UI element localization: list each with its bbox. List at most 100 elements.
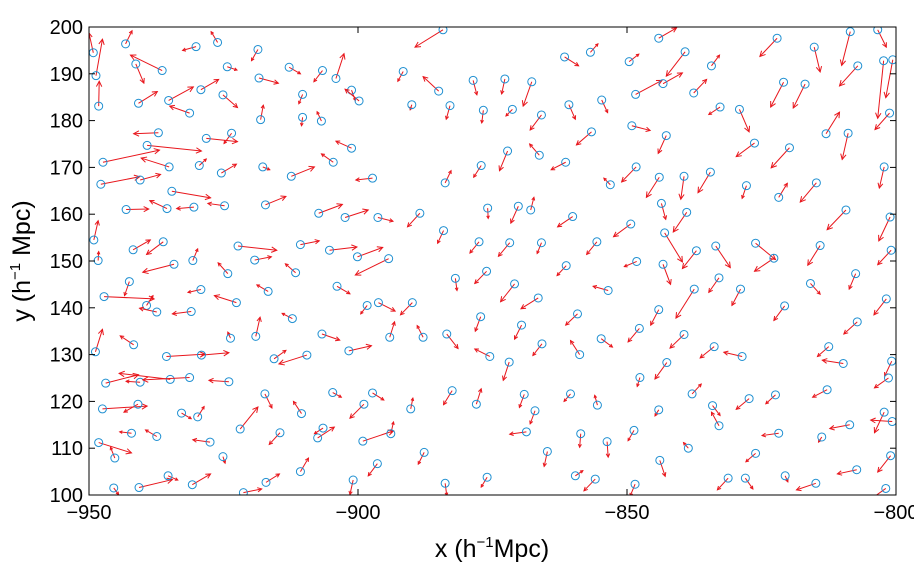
velocity-point xyxy=(689,78,708,98)
velocity-arrow xyxy=(603,177,611,186)
velocity-arrowhead xyxy=(346,290,351,295)
velocity-arrowhead xyxy=(498,165,504,172)
velocity-arrow xyxy=(884,360,893,377)
velocity-arrowhead xyxy=(397,78,401,83)
velocity-point xyxy=(826,205,851,231)
velocity-arrow xyxy=(316,111,322,122)
velocity-arrow xyxy=(410,398,414,409)
velocity-point xyxy=(569,339,585,360)
halo-marker xyxy=(225,333,235,343)
halo-marker xyxy=(233,241,243,251)
halo-marker xyxy=(185,108,195,118)
velocity-arrow xyxy=(601,99,609,113)
velocity-arrowhead xyxy=(759,50,766,58)
halo-marker xyxy=(680,47,690,57)
halo-marker xyxy=(445,101,455,111)
velocity-arrowhead xyxy=(255,284,261,288)
halo-marker xyxy=(133,98,143,108)
halo-marker xyxy=(196,285,206,295)
velocity-point xyxy=(707,102,725,116)
velocity-arrow xyxy=(658,27,677,39)
velocity-arrowhead xyxy=(873,427,880,434)
velocity-arrowhead xyxy=(380,396,385,401)
velocity-arrow xyxy=(499,150,509,171)
velocity-arrowhead xyxy=(389,218,395,223)
velocity-arrowhead xyxy=(222,460,227,465)
velocity-point xyxy=(94,80,104,111)
velocity-arrow xyxy=(518,394,525,408)
y-axis-label-end: Mpc) xyxy=(8,200,36,263)
velocity-point xyxy=(193,405,205,422)
velocity-point xyxy=(770,143,794,169)
velocity-arrow xyxy=(169,105,190,114)
velocity-arrow xyxy=(502,361,510,381)
velocity-arrowhead xyxy=(708,287,713,294)
halo-marker xyxy=(474,237,484,247)
y-tick-label: 130 xyxy=(50,345,83,367)
velocity-arrowhead xyxy=(877,182,884,190)
velocity-arrow xyxy=(172,311,192,315)
velocity-arrow xyxy=(817,346,830,357)
velocity-point xyxy=(699,342,719,359)
velocity-arrowhead xyxy=(95,80,103,87)
halo-marker xyxy=(852,465,862,475)
velocity-point xyxy=(497,238,515,258)
velocity-arrow xyxy=(741,185,747,199)
velocity-arrow xyxy=(317,426,335,439)
velocity-point xyxy=(118,428,137,438)
velocity-point xyxy=(665,47,690,78)
velocity-point xyxy=(251,316,262,341)
velocity-point xyxy=(821,358,848,368)
velocity-point xyxy=(877,162,889,190)
velocity-arrowhead xyxy=(676,72,684,78)
velocity-arrowhead xyxy=(186,289,192,294)
velocity-point xyxy=(349,399,369,420)
velocity-point xyxy=(118,370,175,384)
x-axis-label-main: x (h xyxy=(435,535,477,563)
halo-marker xyxy=(784,143,794,153)
velocity-point xyxy=(697,167,715,194)
velocity-arrow xyxy=(454,278,458,291)
velocity-arrow xyxy=(281,312,293,320)
velocity-arrow xyxy=(550,161,566,171)
velocity-arrowhead xyxy=(320,153,326,158)
halo-marker xyxy=(585,47,595,57)
velocity-arrowhead xyxy=(716,54,721,59)
velocity-arrowhead xyxy=(129,54,137,61)
halo-marker xyxy=(186,307,196,317)
velocity-point xyxy=(658,72,684,89)
halo-marker xyxy=(235,424,245,434)
velocity-arrow xyxy=(149,200,168,210)
y-axis-ticks: 100 110 120 130 140 150 160 170 180 190 200 xyxy=(50,17,896,507)
velocity-point xyxy=(654,358,672,380)
halo-marker xyxy=(626,219,636,229)
velocity-arrow xyxy=(142,377,190,381)
velocity-arrowhead xyxy=(556,222,563,228)
halo-marker xyxy=(161,351,171,361)
velocity-point xyxy=(101,372,140,388)
velocity-point xyxy=(585,237,602,256)
velocity-arrow xyxy=(239,406,259,430)
velocity-arrowhead xyxy=(795,485,802,492)
velocity-arrow xyxy=(171,190,211,199)
velocity-point xyxy=(98,148,161,167)
velocity-arrow xyxy=(123,403,139,413)
velocity-point xyxy=(313,423,328,435)
velocity-point xyxy=(583,474,600,492)
halo-marker xyxy=(772,33,782,43)
velocity-arrowhead xyxy=(256,316,262,323)
velocity-arrowhead xyxy=(869,417,876,424)
velocity-point xyxy=(518,389,529,409)
velocity-arrowhead xyxy=(422,75,429,82)
velocity-arrow xyxy=(556,265,567,276)
halo-marker xyxy=(372,459,382,469)
velocity-arrow xyxy=(796,482,816,491)
halo-marker xyxy=(592,237,602,247)
halo-marker xyxy=(340,212,350,222)
velocity-point xyxy=(164,86,195,105)
halo-marker xyxy=(269,354,279,364)
velocity-point xyxy=(731,284,746,307)
halo-marker xyxy=(560,52,570,62)
velocity-arrow xyxy=(321,153,334,163)
velocity-point xyxy=(532,339,547,357)
